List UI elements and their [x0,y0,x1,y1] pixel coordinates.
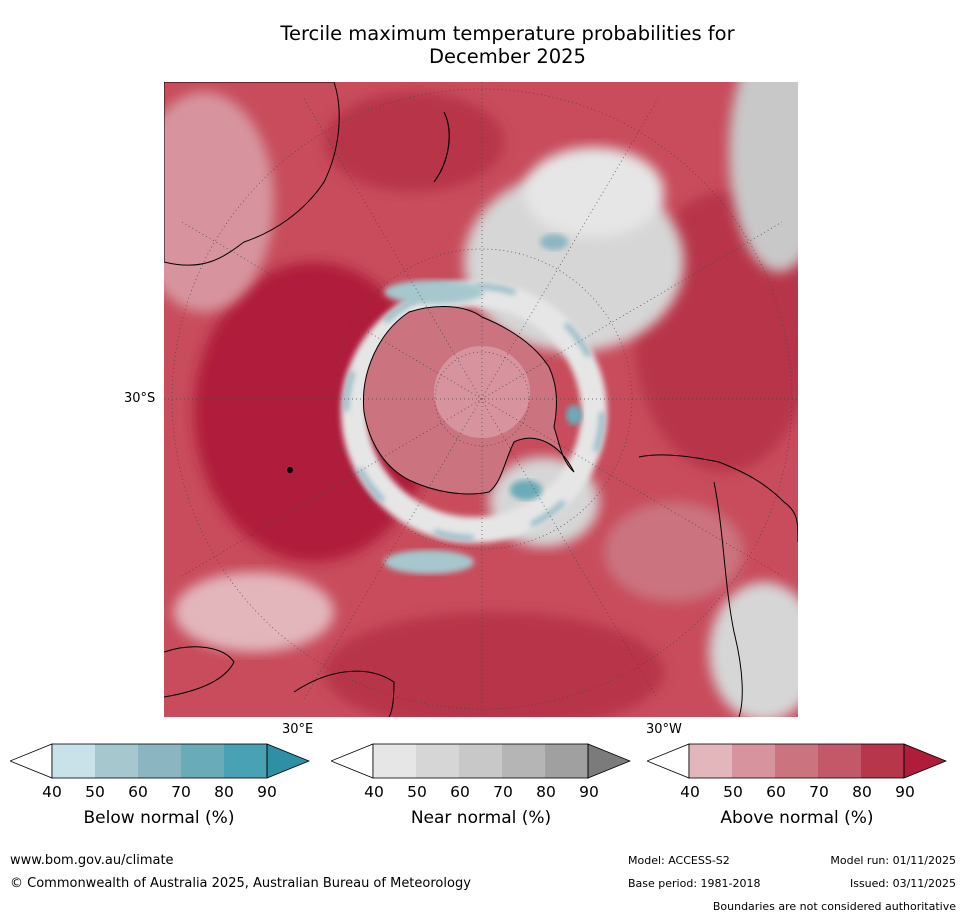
colorbar-segment [52,744,95,778]
title-line-1: Tercile maximum temperature probabilitie… [280,22,735,45]
colorbar-segment [459,744,502,778]
above-normal-patch [604,502,744,602]
colorbar-near-normal-svg [329,743,632,779]
colorbar-segment [732,744,775,778]
below-normal-patch [384,550,474,574]
map-svg [164,82,798,717]
colorbar-outline [51,743,268,779]
colorbar-segment [775,744,818,778]
model-name: Model: ACCESS-S2 [628,854,730,867]
copyright-text: © Commonwealth of Australia 2025, Austra… [10,876,471,891]
colorbar-extend-high [903,743,948,779]
near-normal-patch [729,82,798,272]
base-period: Base period: 1981-2018 [628,877,761,890]
polar-plateau [434,346,530,438]
colorbar-outline [688,743,905,779]
colorbar-near-normal [329,743,632,783]
colorbar-segment [861,744,904,778]
colorbar-tick-label: 50 [407,783,427,801]
near-normal-patch [524,147,664,237]
colorbar-segment [818,744,861,778]
colorbar-tick-label: 60 [766,783,786,801]
above-normal-patch [164,92,274,312]
chart-title: Tercile maximum temperature probabilitie… [0,22,965,68]
colorbar-tick-label: 50 [85,783,105,801]
island-marker [287,467,293,473]
colorbar-tick-label: 90 [257,783,277,801]
colorbar-tick-label: 40 [364,783,384,801]
colorbar-tick-label: 90 [579,783,599,801]
colorbar-extend-low [8,743,53,779]
colorbar-near-normal-label: Near normal (%) [410,808,552,828]
above-normal-patch [324,612,664,717]
longitude-label-30w: 30°W [646,722,682,737]
colorbar-extend-high [587,743,632,779]
colorbar-tick-label: 70 [171,783,191,801]
above-normal-patch [174,572,334,652]
africa-coastline [164,646,395,717]
colorbar-segment [416,744,459,778]
boundaries-disclaimer: Boundaries are not considered authoritat… [712,900,956,913]
colorbar-outline [372,743,589,779]
colorbar-below-normal-svg [8,743,311,779]
colorbar-tick-label: 60 [128,783,148,801]
colorbar-extend-high [266,743,311,779]
colorbar-tick-label: 80 [852,783,872,801]
colorbar-below-normal-label: Below normal (%) [83,808,235,828]
latitude-label-30s: 30°S [124,391,156,406]
colorbar-tick-label: 40 [42,783,62,801]
issued-date: Issued: 03/11/2025 [849,877,956,890]
colorbar-tick-label: 70 [809,783,829,801]
colorbar-segment [502,744,545,778]
colorbar-extend-low [329,743,374,779]
colorbar-tick-label: 70 [493,783,513,801]
australia-coastline [164,82,340,266]
below-normal-patch [384,280,484,304]
colorbar-tick-label: 80 [536,783,556,801]
graticule [164,82,798,717]
polar-probability-map [164,82,798,717]
colorbar-tick-label: 40 [680,783,700,801]
colorbar-segment [689,744,732,778]
website-link[interactable]: www.bom.gov.au/climate [10,853,174,868]
colorbar-above-normal [645,743,948,783]
below-normal-ring [343,283,605,541]
title-line-2: December 2025 [429,45,586,68]
colorbar-segment [95,744,138,778]
colorbar-above-normal-label: Above normal (%) [720,808,874,828]
colorbar-below-normal [8,743,311,783]
south-america-coastline [638,454,798,717]
colorbar-tick-label: 60 [450,783,470,801]
below-normal-patch [566,405,582,425]
colorbar-tick-label: 80 [214,783,234,801]
colorbar-tick-label: 90 [895,783,915,801]
longitude-label-30e: 30°E [282,722,314,737]
colorbar-segment [224,744,267,778]
new-zealand-coastline [433,111,450,183]
colorbar-segment [545,744,588,778]
colorbar-above-normal-svg [645,743,948,779]
above-normal-patch [324,92,504,192]
model-run-date: Model run: 01/11/2025 [830,854,956,867]
colorbar-tick-label: 50 [723,783,743,801]
colorbar-segment [181,744,224,778]
colorbar-segment [138,744,181,778]
colorbar-extend-low [645,743,690,779]
below-normal-patch [540,234,568,250]
colorbar-segment [373,744,416,778]
below-normal-patch [510,480,542,500]
